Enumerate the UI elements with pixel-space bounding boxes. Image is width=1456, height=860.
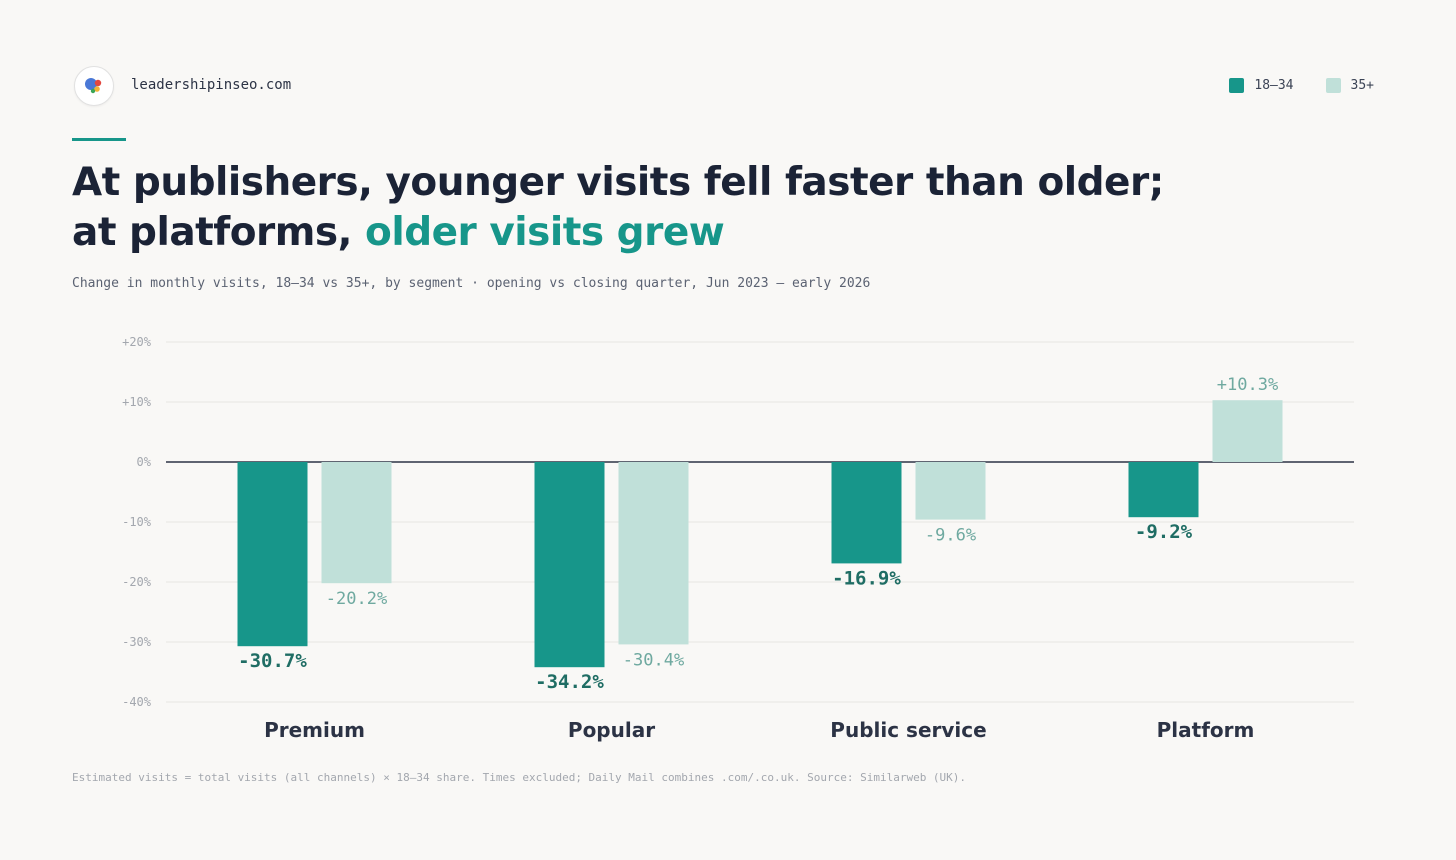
bar bbox=[1128, 462, 1199, 518]
legend-label-18-34: 18–34 bbox=[1254, 78, 1294, 93]
legend-swatch-35-plus bbox=[1325, 78, 1341, 93]
x-tick-label: Popular bbox=[568, 718, 655, 742]
chart-legend: 18–34 35+ bbox=[1197, 78, 1374, 93]
y-tick-label: -20% bbox=[122, 575, 152, 589]
chart-title: At publishers, younger visits fell faste… bbox=[72, 158, 1272, 258]
y-tick-label: +20% bbox=[122, 335, 152, 349]
y-tick-label: -30% bbox=[122, 635, 152, 649]
header: leadershipinseo.com 18–34 35+ bbox=[74, 66, 1374, 106]
bar bbox=[321, 462, 392, 584]
bar bbox=[915, 462, 986, 520]
site-name[interactable]: leadershipinseo.com bbox=[131, 77, 292, 93]
legend-item-35-plus: 35+ bbox=[1325, 78, 1374, 93]
y-tick-label: +10% bbox=[122, 395, 152, 409]
bar bbox=[534, 462, 605, 668]
y-tick-label: 0% bbox=[137, 455, 152, 469]
site-logo[interactable] bbox=[74, 66, 114, 106]
x-tick-label: Premium bbox=[264, 718, 365, 742]
title-highlight: older visits grew bbox=[365, 210, 725, 255]
bar bbox=[618, 462, 689, 645]
chart-footnote: Estimated visits = total visits (all cha… bbox=[72, 771, 967, 784]
y-tick-label: -40% bbox=[122, 695, 152, 709]
data-label: -20.2% bbox=[326, 589, 387, 609]
x-tick-label: Public service bbox=[830, 718, 986, 742]
data-label: +10.3% bbox=[1217, 375, 1278, 395]
legend-label-35-plus: 35+ bbox=[1350, 78, 1374, 93]
title-accent-line bbox=[72, 138, 126, 141]
legend-item-18-34: 18–34 bbox=[1229, 78, 1294, 93]
data-label: -16.9% bbox=[832, 567, 901, 589]
data-label: -34.2% bbox=[535, 671, 604, 693]
bar bbox=[1212, 400, 1283, 462]
bar bbox=[237, 462, 308, 647]
x-tick-label: Platform bbox=[1157, 718, 1255, 742]
data-label: -9.2% bbox=[1135, 521, 1193, 543]
data-label: -30.7% bbox=[238, 650, 307, 672]
bar-chart: +20% +10% 0% -10% -20% -30% -40% -30.7% -20.2% Pr… bbox=[122, 335, 1354, 742]
data-label: -9.6% bbox=[925, 526, 976, 546]
bar bbox=[831, 462, 902, 564]
circle-logo-icon bbox=[85, 78, 102, 94]
chart-subtitle: Change in monthly visits, 18–34 vs 35+, … bbox=[72, 276, 871, 291]
title-line-2: at platforms, bbox=[72, 210, 366, 255]
y-tick-label: -10% bbox=[122, 515, 152, 529]
title-line-1: At publishers, younger visits fell faste… bbox=[72, 160, 1164, 205]
legend-swatch-18-34 bbox=[1229, 78, 1245, 93]
data-label: -30.4% bbox=[623, 650, 684, 670]
